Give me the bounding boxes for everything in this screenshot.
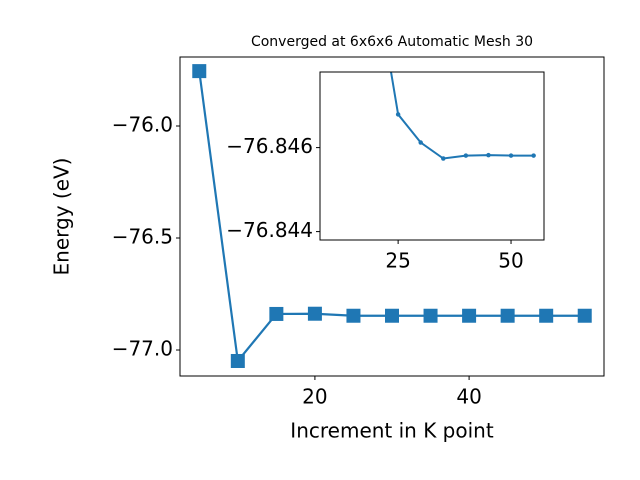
x-axis-label: Increment in K point <box>290 419 494 443</box>
y-tick-label: −77.0 <box>112 337 173 361</box>
marker <box>539 308 554 323</box>
marker <box>192 64 207 79</box>
y-tick-label: −76.844 <box>226 218 313 242</box>
x-tick-label: 25 <box>385 249 410 273</box>
series-line <box>390 72 534 160</box>
series-group <box>390 72 536 161</box>
x-tick-label: 20 <box>302 385 327 409</box>
y-axis-label: Energy (eV) <box>50 158 74 276</box>
marker <box>346 308 361 323</box>
marker <box>577 308 592 323</box>
y-tick-label: −76.5 <box>112 225 173 249</box>
marker <box>531 153 536 158</box>
marker <box>462 308 477 323</box>
marker <box>423 308 438 323</box>
y-tick-label: −76.846 <box>226 134 313 158</box>
marker <box>486 152 491 158</box>
x-tick-label: 50 <box>498 249 523 273</box>
marker <box>500 308 515 323</box>
x-tick-label: 40 <box>456 385 481 409</box>
marker <box>269 306 284 321</box>
marker <box>395 112 401 117</box>
marker <box>307 306 322 321</box>
marker <box>418 140 423 145</box>
marker <box>441 156 446 161</box>
marker <box>508 153 514 158</box>
marker <box>385 308 399 323</box>
axes-frame <box>179 56 605 377</box>
chart-title: Converged at 6x6x6 Automatic Mesh 30 <box>251 34 533 50</box>
marker <box>230 353 245 368</box>
marker <box>463 153 469 158</box>
axes-frame <box>319 71 545 241</box>
y-tick-label: −76.0 <box>112 112 173 136</box>
series-group <box>192 64 592 368</box>
